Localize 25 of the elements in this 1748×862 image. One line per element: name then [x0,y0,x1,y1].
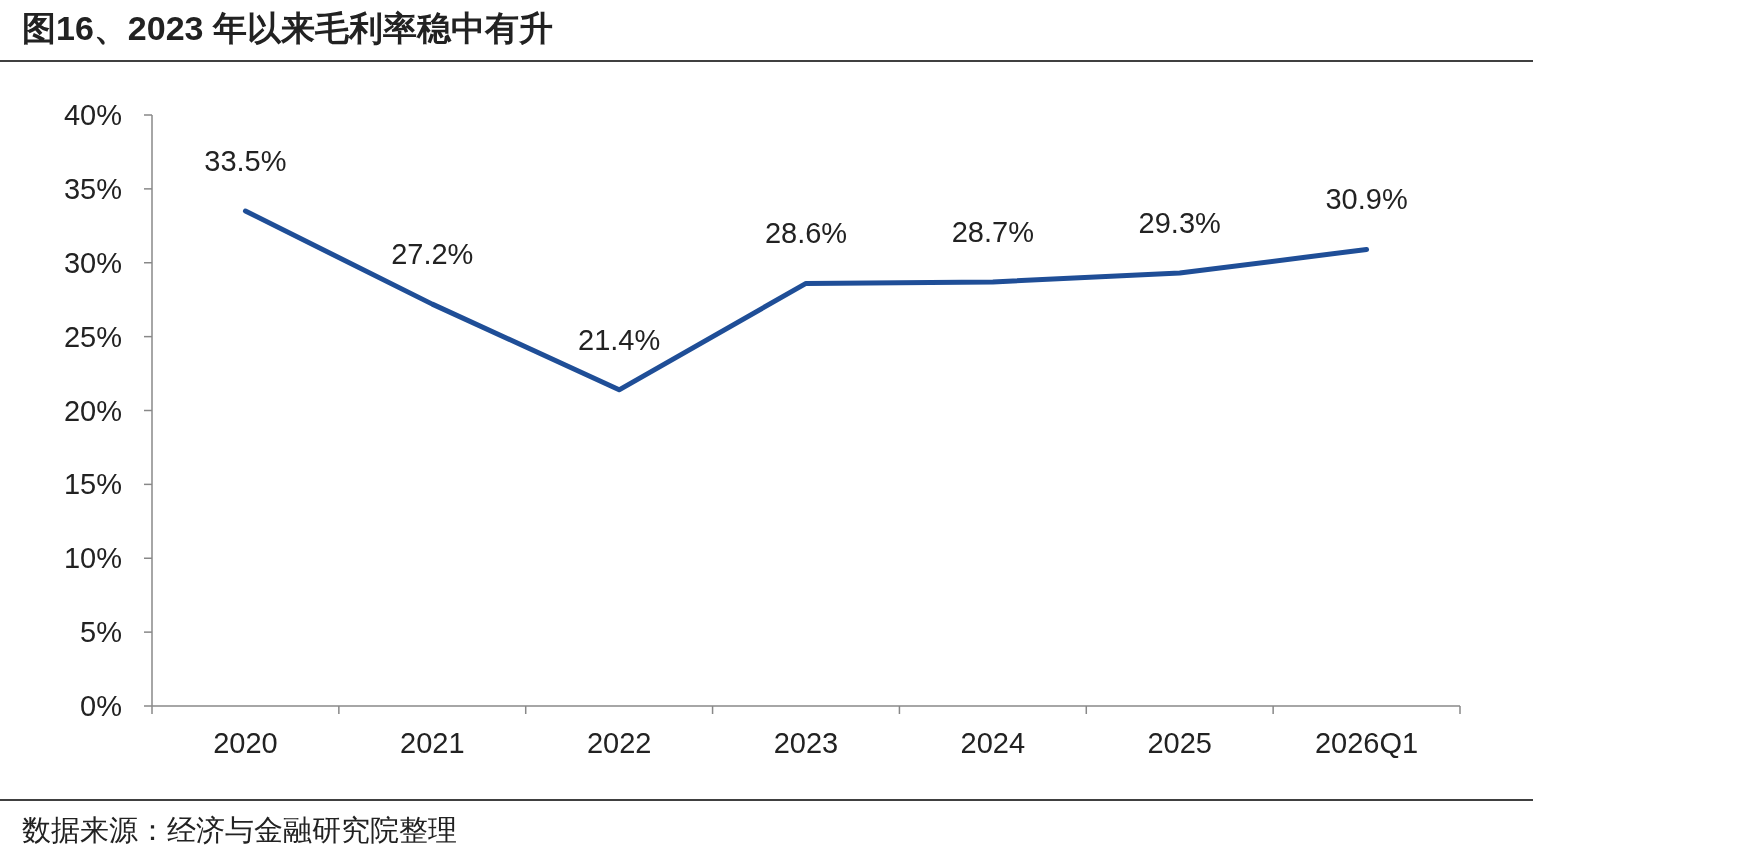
xtick: 2024 [960,727,1026,759]
ytick: 35% [63,172,122,205]
ytick: 15% [63,468,122,501]
data-label: 28.6% [764,217,848,250]
ytick: 5% [80,616,122,649]
xtick: 2022 [586,727,652,759]
data-label: 27.2% [391,238,474,271]
ytick: 20% [63,394,122,427]
ytick: 40% [63,99,122,131]
title: 图16、2023 年以来毛利率稳中有升 [22,9,553,47]
annotation: 数据来源：经济与金融研究院整理 [22,814,457,846]
xtick: 2026Q1 [1314,727,1419,759]
xtick: 2025 [1147,727,1212,759]
ytick: 0% [80,690,122,722]
ytick: 25% [63,320,122,353]
data-label: 28.7% [951,215,1034,248]
data-label: 33.5% [204,145,287,178]
data-label: 29.3% [1138,207,1221,240]
xtick: 2021 [400,727,465,759]
ytick: 30% [63,246,122,279]
data-label: 21.4% [578,323,661,356]
xtick: 2020 [213,727,278,759]
data-label: 30.9% [1325,183,1408,216]
ytick: 10% [63,542,122,575]
xtick: 2023 [773,727,839,759]
